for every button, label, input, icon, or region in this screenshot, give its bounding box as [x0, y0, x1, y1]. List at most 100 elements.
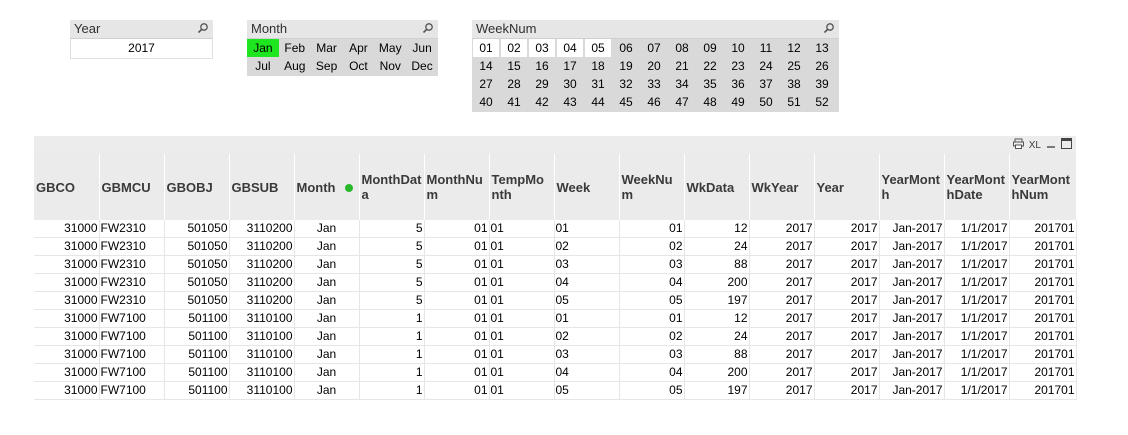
weeknum-value-37[interactable]: 37: [753, 75, 779, 93]
table-cell-gbsub[interactable]: 3110100: [229, 381, 295, 400]
table-cell-wkyear[interactable]: 2017: [749, 273, 815, 292]
table-cell-year[interactable]: 2017: [814, 291, 880, 310]
month-value-sep[interactable]: Sep: [310, 57, 343, 75]
table-cell-year[interactable]: 2017: [814, 327, 880, 346]
table-cell-yearmonth[interactable]: Jan-2017: [879, 291, 945, 310]
table-cell-tempmonth[interactable]: 01: [489, 273, 555, 292]
table-cell-monthdata[interactable]: 1: [359, 309, 425, 328]
table-cell-gbsub[interactable]: 3110100: [229, 363, 295, 382]
table-cell-yearmonthdate[interactable]: 1/1/2017: [944, 237, 1010, 256]
weeknum-value-26[interactable]: 26: [809, 57, 835, 75]
table-cell-year[interactable]: 2017: [814, 255, 880, 274]
weeknum-value-30[interactable]: 30: [557, 75, 583, 93]
table-cell-yearmonthdate[interactable]: 1/1/2017: [944, 273, 1010, 292]
minimize-icon[interactable]: [1046, 139, 1056, 152]
table-cell-gbsub[interactable]: 3110200: [229, 273, 295, 292]
table-cell-gbsub[interactable]: 3110100: [229, 327, 295, 346]
listbox-year-title[interactable]: Year: [70, 20, 213, 39]
table-cell-weeknum[interactable]: 05: [619, 291, 685, 310]
table-cell-gbsub[interactable]: 3110200: [229, 237, 295, 256]
table-cell-month[interactable]: Jan: [294, 327, 360, 346]
table-cell-weeknum[interactable]: 04: [619, 363, 685, 382]
table-cell-monthdata[interactable]: 5: [359, 255, 425, 274]
table-cell-weeknum[interactable]: 01: [619, 220, 685, 238]
weeknum-value-38[interactable]: 38: [781, 75, 807, 93]
table-cell-monthdata[interactable]: 5: [359, 220, 425, 238]
table-cell-week[interactable]: 03: [554, 345, 620, 364]
column-header-weeknum[interactable]: WeekNum: [619, 154, 685, 220]
table-cell-tempmonth[interactable]: 01: [489, 220, 555, 238]
table-cell-gbobj[interactable]: 501050: [164, 291, 230, 310]
table-cell-week[interactable]: 01: [554, 220, 620, 238]
table-cell-week[interactable]: 01: [554, 309, 620, 328]
table-cell-gbsub[interactable]: 3110200: [229, 255, 295, 274]
table-cell-wkdata[interactable]: 12: [684, 220, 750, 238]
table-cell-tempmonth[interactable]: 01: [489, 345, 555, 364]
month-value-dec[interactable]: Dec: [406, 57, 438, 75]
table-cell-yearmonth[interactable]: Jan-2017: [879, 237, 945, 256]
table-row[interactable]: 31000 FW2310 501050 3110200 Jan 5 01 01 05 05 197 2…: [34, 291, 1077, 310]
table-cell-wkyear[interactable]: 2017: [749, 363, 815, 382]
table-cell-wkyear[interactable]: 2017: [749, 345, 815, 364]
column-header-month[interactable]: Month: [294, 154, 360, 220]
table-cell-month[interactable]: Jan: [294, 345, 360, 364]
table-cell-yearmonth[interactable]: Jan-2017: [879, 381, 945, 400]
table-cell-gbsub[interactable]: 3110200: [229, 220, 295, 238]
month-value-feb[interactable]: Feb: [278, 39, 311, 57]
weeknum-value-47[interactable]: 47: [669, 93, 695, 111]
table-cell-gbco[interactable]: 31000: [34, 255, 100, 274]
table-cell-weeknum[interactable]: 03: [619, 345, 685, 364]
weeknum-value-14[interactable]: 14: [473, 57, 499, 75]
table-cell-monthnum[interactable]: 01: [424, 327, 490, 346]
table-cell-monthnum[interactable]: 01: [424, 273, 490, 292]
table-cell-wkyear[interactable]: 2017: [749, 327, 815, 346]
month-value-apr[interactable]: Apr: [342, 39, 375, 57]
table-cell-tempmonth[interactable]: 01: [489, 309, 555, 328]
column-header-yearmonthnum[interactable]: YearMonthNum: [1009, 154, 1077, 220]
table-cell-gbobj[interactable]: 501050: [164, 237, 230, 256]
table-cell-monthdata[interactable]: 1: [359, 363, 425, 382]
table-cell-tempmonth[interactable]: 01: [489, 363, 555, 382]
month-value-jul[interactable]: Jul: [247, 57, 279, 75]
column-header-week[interactable]: Week: [554, 154, 620, 220]
table-cell-year[interactable]: 2017: [814, 345, 880, 364]
weeknum-value-21[interactable]: 21: [669, 57, 695, 75]
weeknum-value-12[interactable]: 12: [781, 39, 807, 57]
table-cell-wkyear[interactable]: 2017: [749, 255, 815, 274]
table-row[interactable]: 31000 FW7100 501100 3110100 Jan 1 01 01 05 05 197 2…: [34, 381, 1077, 400]
table-cell-year[interactable]: 2017: [814, 220, 880, 238]
column-header-gbmcu[interactable]: GBMCU: [99, 154, 165, 220]
table-cell-yearmonthnum[interactable]: 201701: [1009, 273, 1077, 292]
table-cell-week[interactable]: 03: [554, 255, 620, 274]
weeknum-value-09[interactable]: 09: [697, 39, 723, 57]
weeknum-value-46[interactable]: 46: [641, 93, 667, 111]
weeknum-value-28[interactable]: 28: [501, 75, 527, 93]
table-cell-yearmonthdate[interactable]: 1/1/2017: [944, 309, 1010, 328]
column-header-tempmonth[interactable]: TempMonth: [489, 154, 555, 220]
table-row[interactable]: 31000 FW7100 501100 3110100 Jan 1 01 01 03 03 88 20…: [34, 345, 1077, 364]
table-cell-gbco[interactable]: 31000: [34, 220, 100, 238]
table-cell-wkyear[interactable]: 2017: [749, 237, 815, 256]
table-cell-monthdata[interactable]: 1: [359, 327, 425, 346]
listbox-month-title[interactable]: Month: [247, 20, 438, 39]
table-cell-week[interactable]: 05: [554, 291, 620, 310]
month-value-mar[interactable]: Mar: [310, 39, 343, 57]
table-cell-gbmcu[interactable]: FW7100: [99, 327, 165, 346]
table-cell-yearmonthdate[interactable]: 1/1/2017: [944, 327, 1010, 346]
table-cell-monthnum[interactable]: 01: [424, 363, 490, 382]
listbox-year[interactable]: Year 2017: [70, 20, 213, 59]
search-icon[interactable]: [422, 22, 434, 34]
table-cell-yearmonth[interactable]: Jan-2017: [879, 220, 945, 238]
table-cell-gbco[interactable]: 31000: [34, 327, 100, 346]
weeknum-value-50[interactable]: 50: [753, 93, 779, 111]
weeknum-value-17[interactable]: 17: [557, 57, 583, 75]
table-cell-yearmonthdate[interactable]: 1/1/2017: [944, 255, 1010, 274]
weeknum-value-03[interactable]: 03: [529, 39, 555, 57]
table-cell-monthdata[interactable]: 5: [359, 291, 425, 310]
weeknum-value-01[interactable]: 01: [473, 39, 499, 57]
weeknum-value-06[interactable]: 06: [613, 39, 639, 57]
table-cell-wkdata[interactable]: 200: [684, 273, 750, 292]
weeknum-value-02[interactable]: 02: [501, 39, 527, 57]
table-cell-gbco[interactable]: 31000: [34, 237, 100, 256]
table-cell-gbmcu[interactable]: FW7100: [99, 381, 165, 400]
